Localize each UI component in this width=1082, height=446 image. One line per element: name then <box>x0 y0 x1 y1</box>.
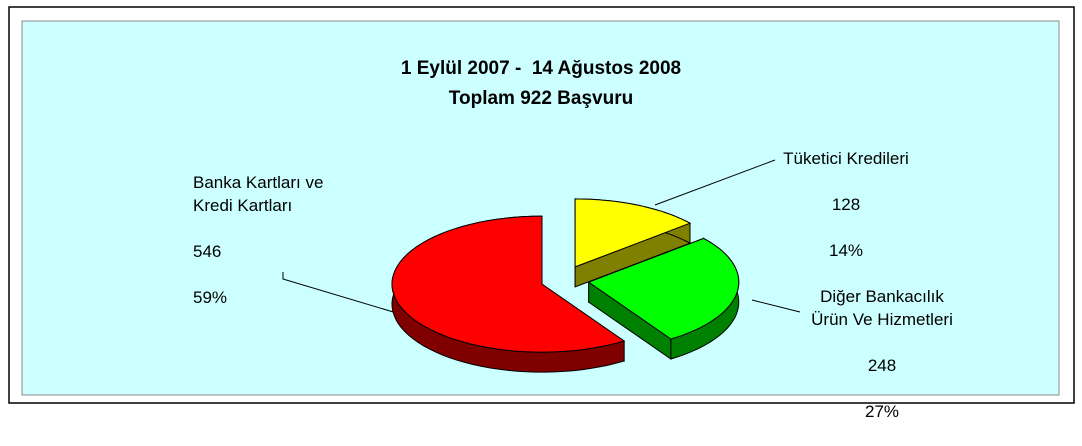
leader-line <box>654 159 776 206</box>
leader-line <box>751 299 801 313</box>
percent-label: 14% <box>828 241 864 260</box>
category-label: Tüketici Kredileri <box>783 149 909 168</box>
value-label: 546 <box>193 242 222 261</box>
slice-label: Banka Kartları ve Kredi Kartları 546 59% <box>193 148 393 332</box>
value-label: 128 <box>831 195 861 214</box>
slice-label: Diğer Bankacılık Ürün Ve Hizmetleri 248 … <box>792 262 972 446</box>
percent-label: 27% <box>864 402 900 421</box>
slice <box>574 198 692 268</box>
category-label: Banka Kartları ve Kredi Kartları <box>193 173 324 215</box>
slice <box>587 237 740 340</box>
slice-label: Tüketici Kredileri 128 14% <box>766 124 926 285</box>
chart <box>8 6 1075 404</box>
leader-line <box>282 272 421 321</box>
chart-subtitle: Toplam 922 Başvuru <box>448 88 634 109</box>
value-label: 248 <box>867 356 897 375</box>
slice <box>391 215 626 353</box>
chart-title: 1 Eylül 2007 - 14 Ağustos 2008 <box>400 58 682 79</box>
page: 1 Eylül 2007 - 14 Ağustos 2008 Toplam 92… <box>8 6 1075 421</box>
category-label: Diğer Bankacılık Ürün Ve Hizmetleri <box>811 287 953 329</box>
pie <box>391 198 740 373</box>
percent-label: 59% <box>193 288 228 307</box>
